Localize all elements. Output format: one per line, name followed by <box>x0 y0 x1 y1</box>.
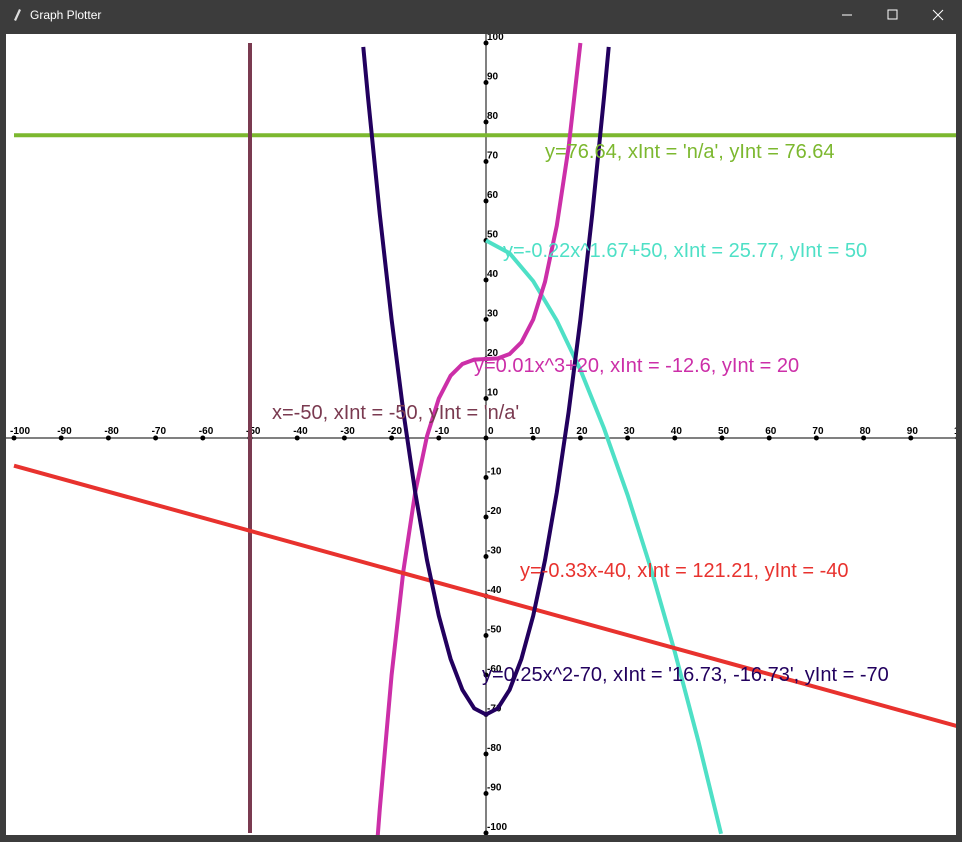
y-tick-label: -10 <box>487 467 502 478</box>
x-tick <box>719 435 725 441</box>
curve-label: y=-0.22x^1.67+50, xInt = 25.77, yInt = 5… <box>503 240 867 262</box>
curve <box>361 46 611 717</box>
x-tick-label: 90 <box>907 426 919 437</box>
curve-label: y=0.25x^2-70, xInt = '16.73, -16.73', yI… <box>482 664 889 686</box>
y-tick-label: -60 <box>487 664 502 675</box>
x-tick <box>11 435 17 441</box>
y-tick-label: -30 <box>487 546 502 557</box>
y-tick <box>483 277 489 283</box>
x-tick <box>105 435 111 441</box>
x-tick <box>389 435 395 441</box>
x-tick <box>813 435 819 441</box>
y-tick-label: -100 <box>487 822 507 833</box>
x-tick-label: -60 <box>199 426 214 437</box>
y-tick <box>483 830 489 835</box>
x-tick <box>294 435 300 441</box>
y-tick <box>483 159 489 164</box>
y-tick <box>483 198 489 204</box>
x-tick-label: -100 <box>10 426 30 437</box>
x-tick-label: 70 <box>812 426 824 437</box>
y-tick-label: 30 <box>487 309 499 320</box>
y-tick-label: 40 <box>487 269 499 280</box>
y-tick-label: 60 <box>487 190 499 201</box>
x-tick <box>530 435 536 441</box>
y-tick <box>483 80 489 85</box>
y-tick-label: -80 <box>487 743 502 754</box>
window-title: Graph Plotter <box>30 8 102 22</box>
x-tick <box>766 435 772 441</box>
x-tick-label: -30 <box>340 426 355 437</box>
y-tick-label: 10 <box>487 388 499 399</box>
x-tick-label: 60 <box>765 426 777 437</box>
x-tick <box>908 435 914 441</box>
x-tick <box>483 435 489 441</box>
x-tick-label: 10 <box>529 426 541 437</box>
y-tick-label: 90 <box>487 72 499 83</box>
x-tick <box>341 435 347 441</box>
y-tick <box>483 475 489 480</box>
curve-label: y=0.01x^3+20, xInt = -12.6, yInt = 20 <box>474 355 799 377</box>
y-tick <box>483 791 489 796</box>
y-tick <box>483 672 489 678</box>
y-tick-label: -20 <box>487 506 502 517</box>
x-tick <box>672 435 678 441</box>
x-tick-label: 0 <box>488 426 494 437</box>
x-tick-label: -10 <box>435 426 450 437</box>
curve-label: y=-0.33x-40, xInt = 121.21, yInt = -40 <box>520 560 849 582</box>
y-tick-label: 70 <box>487 151 499 162</box>
y-tick-label: 20 <box>487 348 499 359</box>
x-tick-label: 40 <box>671 426 683 437</box>
x-tick-label: -20 <box>388 426 403 437</box>
x-tick-label: -70 <box>152 426 167 437</box>
y-tick <box>483 317 489 322</box>
x-tick-label: 20 <box>576 426 588 437</box>
x-tick <box>955 436 956 440</box>
y-tick <box>483 554 489 559</box>
x-tick <box>436 435 442 441</box>
y-tick <box>483 514 489 520</box>
y-tick-label: -50 <box>487 625 502 636</box>
y-tick <box>483 751 489 757</box>
x-tick <box>625 435 631 441</box>
x-tick-label: -40 <box>293 426 308 437</box>
x-tick <box>200 435 206 441</box>
y-tick <box>483 40 489 46</box>
curve <box>13 463 956 728</box>
x-tick <box>153 435 159 441</box>
x-tick-label: 100 <box>954 426 956 437</box>
y-tick-label: 80 <box>487 111 499 122</box>
y-tick <box>483 119 489 125</box>
curve-label: x=-50, xInt = -50, yInt = 'n/a' <box>272 402 519 424</box>
x-tick <box>577 435 583 441</box>
title-bar: Graph Plotter <box>0 0 962 30</box>
x-tick-label: -90 <box>57 426 72 437</box>
y-tick-label: 50 <box>487 230 499 241</box>
y-tick <box>483 396 489 401</box>
x-tick <box>861 435 867 441</box>
curve <box>485 238 723 835</box>
curve <box>375 42 583 835</box>
x-tick-label: 30 <box>624 426 636 437</box>
y-tick-label: -90 <box>487 783 502 794</box>
y-tick-label: 100 <box>487 34 504 43</box>
curve-label: y=76.64, xInt = 'n/a', yInt = 76.64 <box>545 141 835 163</box>
y-tick-label: -40 <box>487 585 502 596</box>
x-tick-label: 50 <box>718 426 730 437</box>
x-tick-label: -50 <box>246 426 261 437</box>
x-tick <box>58 435 64 441</box>
x-tick-label: 80 <box>860 426 872 437</box>
plot-canvas: -100 -90 -80 -70 -60 -50 -40 -30 -20 -10 0 10 20 30 40… <box>6 34 956 835</box>
x-tick-label: -80 <box>104 426 119 437</box>
y-tick <box>483 633 489 638</box>
title-icons <box>14 9 944 21</box>
